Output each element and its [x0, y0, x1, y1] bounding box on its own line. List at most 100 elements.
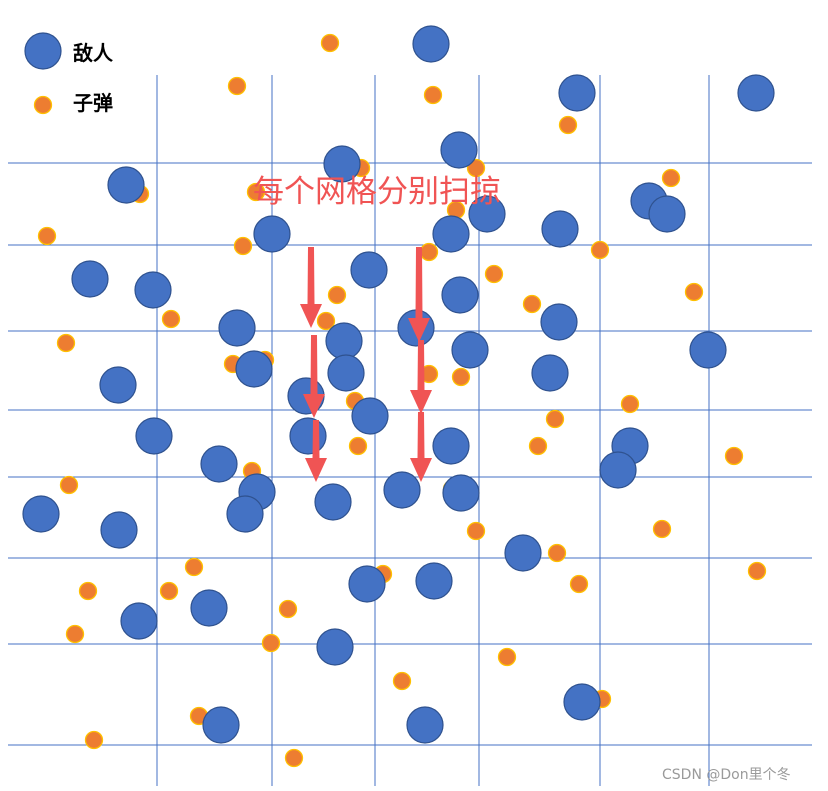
enemy	[563, 683, 601, 721]
enemy	[350, 251, 388, 289]
enemy	[190, 589, 228, 627]
bullet	[451, 367, 471, 387]
enemy	[348, 565, 386, 603]
bullet	[497, 647, 517, 667]
bullet	[59, 475, 79, 495]
bullet	[620, 394, 640, 414]
bullet	[84, 730, 104, 750]
enemy	[120, 602, 158, 640]
bullet	[522, 294, 542, 314]
enemy	[540, 303, 578, 341]
sweep-arrows	[300, 247, 432, 482]
bullet	[558, 115, 578, 135]
legend-enemy-marker	[24, 32, 62, 70]
enemy	[351, 397, 389, 435]
bullet	[590, 240, 610, 260]
enemy	[541, 210, 579, 248]
bullet	[569, 574, 589, 594]
enemy	[327, 354, 365, 392]
enemy	[135, 417, 173, 455]
bullets-layer	[37, 33, 767, 768]
bullet	[419, 242, 439, 262]
sweep-annotation: 每个网格分别扫掠	[253, 174, 501, 210]
enemy	[22, 495, 60, 533]
enemy	[558, 74, 596, 112]
bullet	[278, 599, 298, 619]
bullet	[161, 309, 181, 329]
enemy	[689, 331, 727, 369]
enemy	[71, 260, 109, 298]
bullet	[747, 561, 767, 581]
bullet	[56, 333, 76, 353]
enemy	[325, 322, 363, 360]
bullet	[246, 182, 266, 202]
bullet	[466, 521, 486, 541]
bullet	[652, 519, 672, 539]
bullet	[661, 168, 681, 188]
enemy	[316, 628, 354, 666]
enemy	[314, 483, 352, 521]
enemies-layer	[22, 25, 775, 744]
bullet	[392, 671, 412, 691]
sweep-arrow	[300, 247, 322, 328]
enemy	[226, 495, 264, 533]
bullet	[466, 158, 486, 178]
enemy	[100, 511, 138, 549]
bullet	[37, 226, 57, 246]
sweep-arrow	[303, 335, 325, 418]
enemy	[107, 166, 145, 204]
enemy	[253, 215, 291, 253]
bullet	[348, 436, 368, 456]
enemy	[468, 195, 506, 233]
bullet	[484, 264, 504, 284]
enemy	[432, 215, 470, 253]
bullet	[261, 633, 281, 653]
enemy	[648, 195, 686, 233]
enemy	[99, 366, 137, 404]
enemy	[504, 534, 542, 572]
legend: 敌人 子弹	[24, 32, 114, 115]
bullet	[316, 311, 336, 331]
enemy	[599, 451, 637, 489]
bullet	[184, 557, 204, 577]
enemy	[415, 562, 453, 600]
sweep-arrow	[410, 340, 432, 414]
bullet	[65, 624, 85, 644]
bullet	[724, 446, 744, 466]
bullet	[327, 285, 347, 305]
enemy	[200, 445, 238, 483]
enemy	[323, 145, 361, 183]
enemy	[202, 706, 240, 744]
enemy	[289, 417, 327, 455]
enemy	[442, 474, 480, 512]
bullet	[233, 236, 253, 256]
enemy	[440, 131, 478, 169]
legend-bullet-label: 子弹	[73, 91, 113, 115]
enemy	[134, 271, 172, 309]
enemy	[432, 427, 470, 465]
bullet	[284, 748, 304, 768]
enemy	[406, 706, 444, 744]
bullet	[159, 581, 179, 601]
enemy	[441, 276, 479, 314]
bullet	[547, 543, 567, 563]
bullet	[78, 581, 98, 601]
enemy	[218, 309, 256, 347]
sweep-arrow	[408, 247, 430, 342]
bullet	[684, 282, 704, 302]
enemy	[235, 350, 273, 388]
enemy	[383, 471, 421, 509]
legend-bullet-marker	[33, 95, 53, 115]
enemy	[531, 354, 569, 392]
bullet	[227, 76, 247, 96]
enemy	[737, 74, 775, 112]
sweep-arrow	[410, 412, 432, 482]
grid-lines	[8, 75, 812, 786]
bullet	[545, 409, 565, 429]
sweep-arrow	[305, 420, 327, 482]
enemy	[412, 25, 450, 63]
enemy	[451, 331, 489, 369]
bullet	[320, 33, 340, 53]
bullet	[528, 436, 548, 456]
